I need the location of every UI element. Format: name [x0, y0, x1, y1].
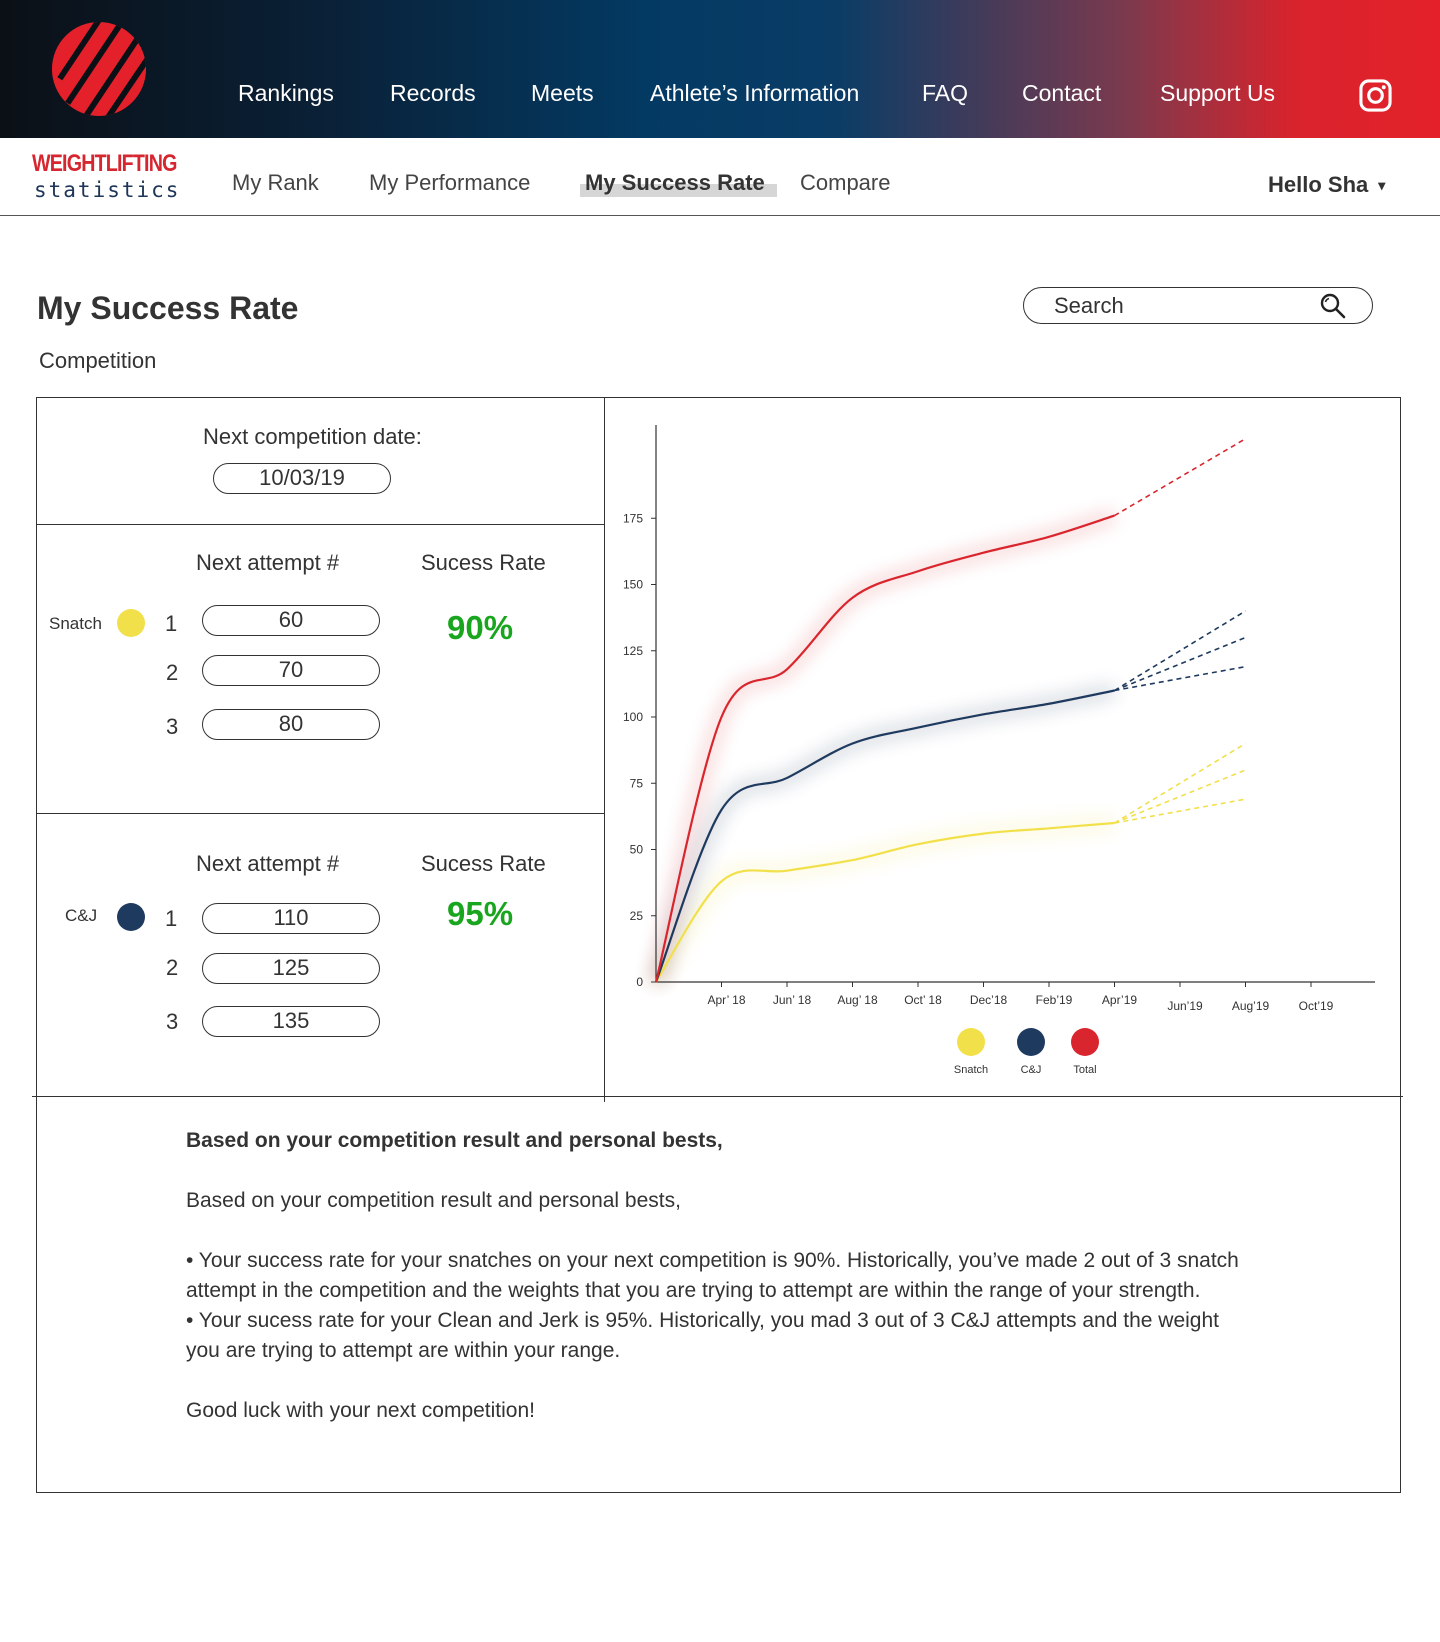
cj-attempt-number: 3	[166, 1009, 179, 1034]
x-tick-label: Apr’ 18	[707, 993, 745, 1007]
cj-color-dot	[117, 903, 145, 931]
main-nav: Rankings Records Meets Athlete’s Informa…	[0, 80, 1440, 112]
cj-attempt-header: Next attempt #	[196, 851, 340, 876]
x-tick-label: Apr’19	[1102, 993, 1137, 1007]
panel-vertical-divider	[604, 397, 605, 1102]
nav-athletes-information[interactable]: Athlete’s Information	[650, 80, 860, 106]
y-tick-label: 125	[623, 644, 643, 658]
cj-rate-header: Sucess Rate	[421, 851, 546, 876]
nav-faq[interactable]: FAQ	[922, 80, 969, 106]
snatch-rate-header: Sucess Rate	[421, 550, 546, 575]
snatch-attempt-number: 3	[166, 714, 179, 739]
page-title: My Success Rate	[37, 290, 299, 326]
summary-closing: Good luck with your next competition!	[186, 1399, 536, 1422]
tab-my-rank[interactable]: My Rank	[232, 170, 319, 195]
snatch-attempt-header: Next attempt #	[196, 550, 340, 575]
cj-attempt-3-weight[interactable]: 135	[202, 1006, 380, 1037]
y-tick-label: 175	[623, 511, 643, 525]
success-rate-panel	[36, 397, 1401, 1493]
nav-support-us[interactable]: Support Us	[1160, 80, 1276, 106]
cj-success-rate: 95%	[447, 895, 514, 932]
x-tick-label: Jun’19	[1167, 999, 1203, 1013]
snatch-series-line	[655, 821, 1115, 983]
x-tick-label: Oct’ 18	[904, 993, 942, 1007]
cj-attempt-number: 1	[165, 906, 178, 931]
cj-attempt-2-weight[interactable]: 125	[202, 953, 380, 984]
next-competition-label: Next competition date:	[203, 424, 422, 449]
instagram-icon[interactable]	[1359, 79, 1392, 112]
snatch-projection-line	[1114, 769, 1246, 824]
active-tab-highlight	[580, 184, 777, 197]
progress-line-chart: 0 25 50 75 100 125 150 175 Apr’ 18 Jun’ 18 Aug’ 18…	[623, 425, 1375, 1076]
y-tick-label: 50	[630, 843, 644, 857]
nav-rankings[interactable]: Rankings	[238, 80, 334, 106]
legend-total-dot	[1071, 1028, 1099, 1056]
legend-c-j-dot	[1017, 1028, 1045, 1056]
c-j-projection-line	[1114, 610, 1246, 692]
divider-competition	[36, 524, 604, 525]
caret-down-icon: ▾	[1378, 177, 1386, 193]
next-competition-date[interactable]: 10/03/19	[213, 463, 391, 494]
total-projection-line	[1114, 438, 1246, 517]
summary-text: Based on your competition result and per…	[186, 1126, 1246, 1426]
search-input[interactable]	[1054, 292, 1314, 319]
sub-navigation-bar: WEIGHTLIFTING statistics My Rank My Perf…	[0, 138, 1440, 216]
y-tick-label: 150	[623, 578, 643, 592]
cj-attempt-number: 2	[166, 955, 179, 980]
snatch-attempt-number: 1	[165, 611, 178, 636]
divider-snatch	[36, 813, 604, 814]
snatch-projection-line	[1114, 742, 1246, 824]
nav-records[interactable]: Records	[390, 80, 476, 106]
legend-c-j-label: C&J	[1021, 1064, 1042, 1076]
x-tick-label: Feb’19	[1036, 993, 1073, 1007]
brand-wordmark[interactable]: WEIGHTLIFTING	[32, 150, 177, 177]
total-series-glow	[649, 508, 1117, 984]
x-tick-label: Aug’ 18	[837, 993, 878, 1007]
brand-subtitle: statistics	[34, 178, 181, 202]
user-menu[interactable]: Hello Sha ▾	[1268, 172, 1385, 198]
snatch-projection-line	[1114, 798, 1246, 824]
tab-my-performance[interactable]: My Performance	[369, 170, 531, 195]
nav-contact[interactable]: Contact	[1022, 80, 1102, 106]
search-box[interactable]	[1023, 287, 1373, 324]
cj-attempt-1-weight[interactable]: 110	[202, 903, 380, 934]
y-tick-label: 25	[630, 909, 644, 923]
snatch-attempt-1-weight[interactable]: 60	[202, 605, 380, 636]
summary-bullet-cj: • Your sucess rate for your Clean and Je…	[186, 1309, 1219, 1362]
snatch-label: Snatch	[49, 614, 102, 633]
c-j-series-line	[654, 689, 1115, 983]
summary-heading: Based on your competition result and per…	[186, 1129, 723, 1152]
x-tick-label: Aug’19	[1232, 999, 1270, 1013]
snatch-attempt-3-weight[interactable]: 80	[202, 709, 380, 740]
summary-intro: Based on your competition result and per…	[186, 1189, 681, 1212]
legend-snatch-label: Snatch	[954, 1064, 988, 1076]
snatch-attempt-2-weight[interactable]: 70	[202, 655, 380, 686]
c-j-projection-line	[1114, 665, 1246, 692]
x-tick-label: Dec’18	[970, 993, 1008, 1007]
search-icon[interactable]	[1320, 293, 1346, 319]
legend-snatch-dot	[957, 1028, 985, 1056]
x-tick-label: Oct’19	[1299, 999, 1334, 1013]
y-tick-label: 0	[636, 975, 643, 989]
page-subtitle: Competition	[39, 348, 157, 373]
weightlifting-logo-icon[interactable]	[50, 20, 148, 118]
x-tick-label: Jun’ 18	[773, 993, 812, 1007]
tab-my-success-rate[interactable]: My Success Rate	[585, 170, 765, 195]
tab-compare[interactable]: Compare	[800, 170, 891, 195]
user-greeting: Hello Sha	[1268, 172, 1369, 197]
snatch-series-glow	[650, 816, 1116, 986]
snatch-attempt-number: 2	[166, 660, 179, 685]
divider-summary	[32, 1096, 1403, 1097]
nav-meets[interactable]: Meets	[531, 80, 594, 106]
y-tick-label: 100	[623, 710, 643, 724]
c-j-projection-line	[1114, 636, 1246, 692]
snatch-color-dot	[117, 609, 145, 637]
top-navigation-bar: Rankings Records Meets Athlete’s Informa…	[0, 0, 1440, 138]
snatch-success-rate: 90%	[447, 609, 514, 646]
summary-bullet-snatch: • Your success rate for your snatches on…	[186, 1249, 1239, 1302]
legend-total-label: Total	[1073, 1064, 1096, 1076]
total-series-line	[654, 514, 1115, 983]
cj-label: C&J	[65, 906, 98, 925]
y-tick-label: 75	[630, 776, 644, 790]
